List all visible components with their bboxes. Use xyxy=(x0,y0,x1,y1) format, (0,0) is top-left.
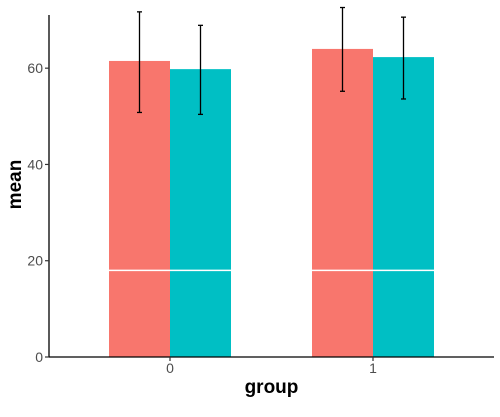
y-ticks-layer: 0 20 40 60 xyxy=(27,60,49,365)
bar-series2-cat-0 xyxy=(170,69,231,358)
axes-layer xyxy=(48,15,494,358)
y-tick-label-0: 0 xyxy=(35,349,43,365)
bar-series1-cat-1 xyxy=(312,48,373,358)
y-tick-label-20: 20 xyxy=(27,253,43,269)
x-tick-label-0: 0 xyxy=(166,360,174,376)
bar-series2-cat-1 xyxy=(373,57,434,358)
y-tick-label-40: 40 xyxy=(27,156,43,172)
error-bars-layer xyxy=(137,6,406,116)
bars-layer xyxy=(109,48,434,358)
x-tick-label-1: 1 xyxy=(369,360,377,376)
y-tick-label-60: 60 xyxy=(27,60,43,76)
x-axis-title: group xyxy=(245,377,299,398)
y-axis-title: mean xyxy=(5,160,26,210)
